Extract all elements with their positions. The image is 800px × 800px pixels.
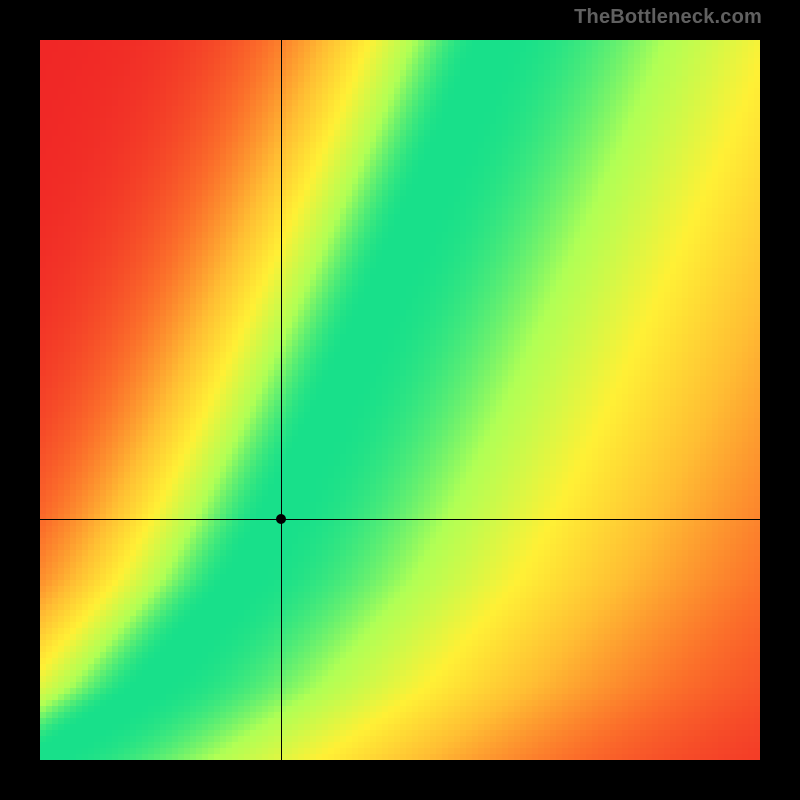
crosshair-vertical — [281, 40, 282, 760]
heatmap-plot — [40, 40, 760, 760]
heatmap-canvas — [40, 40, 760, 760]
crosshair-horizontal — [40, 519, 760, 520]
selection-marker — [276, 514, 286, 524]
attribution-text: TheBottleneck.com — [574, 6, 762, 29]
